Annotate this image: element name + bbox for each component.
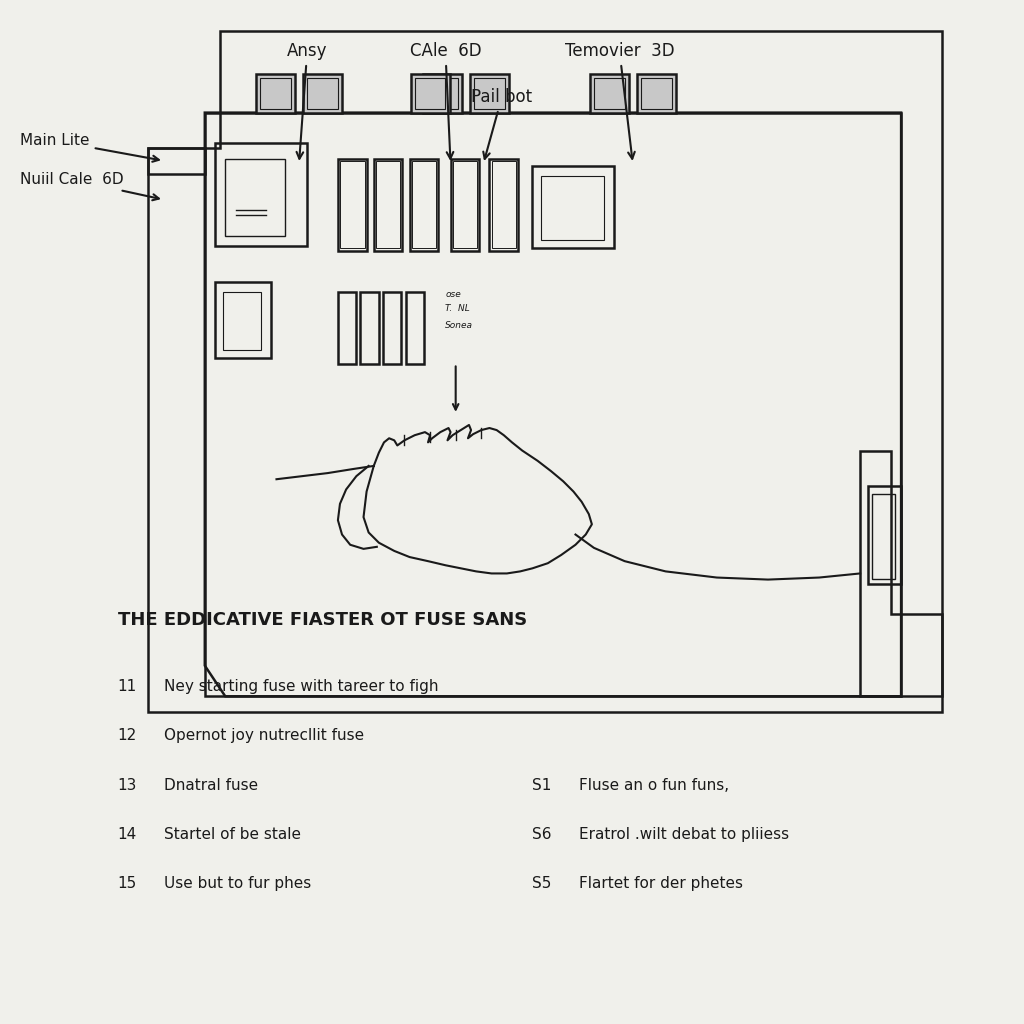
Bar xyxy=(489,159,518,251)
Text: Flartet for der phetes: Flartet for der phetes xyxy=(579,876,742,891)
Bar xyxy=(541,176,604,240)
Bar xyxy=(411,74,450,113)
Text: Opernot joy nutrecllit fuse: Opernot joy nutrecllit fuse xyxy=(164,728,364,743)
Bar xyxy=(406,292,424,364)
Text: T.  NL: T. NL xyxy=(445,304,470,313)
Bar xyxy=(423,74,462,113)
Bar xyxy=(590,74,629,113)
Bar xyxy=(260,78,291,109)
Text: Use but to fur phes: Use but to fur phes xyxy=(164,876,311,891)
Text: Sonea: Sonea xyxy=(445,321,473,330)
Bar xyxy=(223,292,261,350)
Bar xyxy=(492,161,516,248)
Bar xyxy=(532,166,614,248)
Bar xyxy=(338,159,367,251)
Text: S1: S1 xyxy=(532,777,552,793)
Text: Ney starting fuse with tareer to figh: Ney starting fuse with tareer to figh xyxy=(164,679,438,694)
Bar xyxy=(307,78,338,109)
Text: ose: ose xyxy=(445,290,461,299)
Bar xyxy=(225,159,285,236)
Bar xyxy=(412,161,436,248)
Bar xyxy=(453,161,477,248)
Bar xyxy=(256,74,295,113)
Bar xyxy=(637,74,676,113)
Bar xyxy=(427,78,458,109)
Bar xyxy=(410,159,438,251)
Text: S5: S5 xyxy=(532,876,552,891)
Text: Temovier  3D: Temovier 3D xyxy=(564,42,675,159)
Text: Dnatral fuse: Dnatral fuse xyxy=(164,777,258,793)
Bar xyxy=(376,161,400,248)
Text: THE EDDICATIVE FIASTER OT FUSE SANS: THE EDDICATIVE FIASTER OT FUSE SANS xyxy=(118,610,527,629)
Bar xyxy=(215,143,307,246)
Bar xyxy=(374,159,402,251)
Text: Fluse an o fun funs,: Fluse an o fun funs, xyxy=(579,777,729,793)
Text: Nuiil Cale  6D: Nuiil Cale 6D xyxy=(20,172,159,201)
Text: 15: 15 xyxy=(118,876,137,891)
Bar xyxy=(451,159,479,251)
Bar xyxy=(594,78,625,109)
Text: 13: 13 xyxy=(118,777,137,793)
Bar xyxy=(474,78,505,109)
Text: Ansy: Ansy xyxy=(287,42,328,159)
Text: 12: 12 xyxy=(118,728,137,743)
Text: Eratrol .wilt debat to pliiess: Eratrol .wilt debat to pliiess xyxy=(579,826,788,842)
Bar xyxy=(303,74,342,113)
Text: CAle  6D: CAle 6D xyxy=(410,42,481,159)
Bar xyxy=(868,486,901,584)
Bar xyxy=(340,161,365,248)
Text: 14: 14 xyxy=(118,826,137,842)
Text: Startel of be stale: Startel of be stale xyxy=(164,826,301,842)
Bar xyxy=(360,292,379,364)
Bar xyxy=(641,78,672,109)
Bar xyxy=(383,292,401,364)
Text: S6: S6 xyxy=(532,826,552,842)
Bar xyxy=(215,282,271,358)
Bar xyxy=(205,113,901,696)
Text: Pail bot: Pail bot xyxy=(471,88,532,159)
Text: 11: 11 xyxy=(118,679,137,694)
Text: Main Lite: Main Lite xyxy=(20,133,159,162)
Bar xyxy=(338,292,356,364)
Bar xyxy=(872,494,895,579)
Bar xyxy=(415,78,445,109)
Bar xyxy=(470,74,509,113)
